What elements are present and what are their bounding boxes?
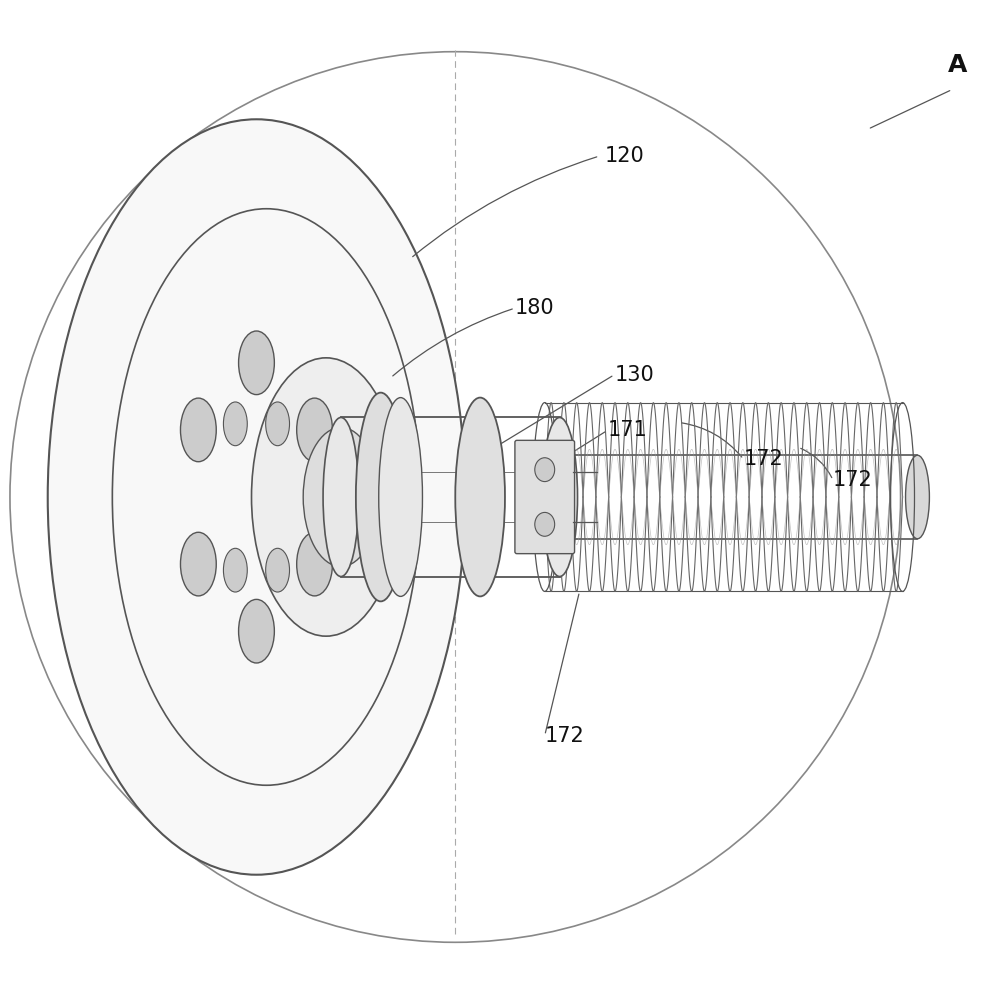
- Text: 120: 120: [604, 146, 644, 166]
- Text: 180: 180: [515, 298, 555, 318]
- Ellipse shape: [323, 417, 359, 577]
- Ellipse shape: [48, 119, 465, 875]
- Ellipse shape: [266, 549, 290, 592]
- Text: 130: 130: [614, 365, 654, 385]
- Text: 172: 172: [833, 470, 873, 490]
- Ellipse shape: [239, 599, 274, 663]
- Ellipse shape: [356, 393, 406, 601]
- Ellipse shape: [180, 399, 216, 462]
- FancyBboxPatch shape: [515, 440, 575, 554]
- Ellipse shape: [180, 533, 216, 595]
- Ellipse shape: [303, 427, 379, 567]
- Ellipse shape: [535, 513, 555, 537]
- Ellipse shape: [239, 331, 274, 395]
- Text: 172: 172: [545, 726, 584, 746]
- Text: 171: 171: [607, 420, 647, 440]
- Ellipse shape: [379, 398, 422, 596]
- Ellipse shape: [906, 455, 929, 539]
- Ellipse shape: [455, 398, 505, 596]
- Circle shape: [10, 52, 901, 942]
- Ellipse shape: [297, 533, 332, 596]
- Ellipse shape: [266, 402, 290, 445]
- Ellipse shape: [535, 457, 555, 482]
- Ellipse shape: [223, 549, 247, 592]
- Text: 172: 172: [744, 449, 783, 469]
- Ellipse shape: [297, 399, 332, 462]
- Ellipse shape: [223, 402, 247, 445]
- Text: A: A: [948, 53, 967, 77]
- Ellipse shape: [542, 417, 578, 577]
- Ellipse shape: [252, 358, 401, 636]
